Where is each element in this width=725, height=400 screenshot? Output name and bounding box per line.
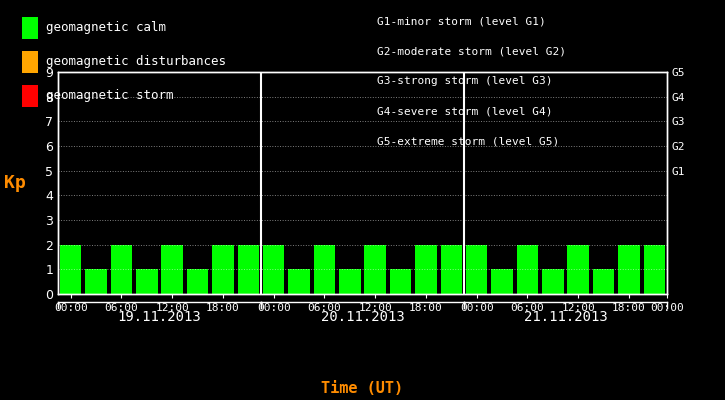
Text: 21.11.2013: 21.11.2013 bbox=[523, 310, 608, 324]
Bar bbox=[289, 269, 310, 294]
Bar bbox=[618, 245, 639, 294]
Text: 19.11.2013: 19.11.2013 bbox=[117, 310, 202, 324]
Bar bbox=[517, 245, 538, 294]
Bar bbox=[644, 245, 665, 294]
Text: G4-severe storm (level G4): G4-severe storm (level G4) bbox=[377, 106, 552, 116]
Text: G2-moderate storm (level G2): G2-moderate storm (level G2) bbox=[377, 46, 566, 56]
Text: Kp: Kp bbox=[4, 174, 26, 192]
Bar bbox=[238, 245, 259, 294]
Bar bbox=[339, 269, 360, 294]
Bar bbox=[492, 269, 513, 294]
Bar bbox=[86, 269, 107, 294]
Bar bbox=[263, 245, 284, 294]
Text: G3-strong storm (level G3): G3-strong storm (level G3) bbox=[377, 76, 552, 86]
Text: geomagnetic storm: geomagnetic storm bbox=[46, 90, 174, 102]
Bar bbox=[162, 245, 183, 294]
Text: Time (UT): Time (UT) bbox=[321, 381, 404, 396]
Bar bbox=[466, 245, 487, 294]
Bar bbox=[111, 245, 132, 294]
Bar bbox=[390, 269, 411, 294]
Bar bbox=[60, 245, 81, 294]
Bar bbox=[136, 269, 157, 294]
Bar bbox=[568, 245, 589, 294]
Bar bbox=[187, 269, 208, 294]
Bar bbox=[542, 269, 563, 294]
Bar bbox=[365, 245, 386, 294]
Text: G5-extreme storm (level G5): G5-extreme storm (level G5) bbox=[377, 136, 559, 146]
Bar bbox=[314, 245, 335, 294]
Text: G1-minor storm (level G1): G1-minor storm (level G1) bbox=[377, 16, 546, 26]
Text: geomagnetic calm: geomagnetic calm bbox=[46, 22, 167, 34]
Bar bbox=[415, 245, 436, 294]
Bar bbox=[593, 269, 614, 294]
Text: 20.11.2013: 20.11.2013 bbox=[320, 310, 405, 324]
Bar bbox=[212, 245, 233, 294]
Text: geomagnetic disturbances: geomagnetic disturbances bbox=[46, 56, 226, 68]
Bar bbox=[441, 245, 462, 294]
